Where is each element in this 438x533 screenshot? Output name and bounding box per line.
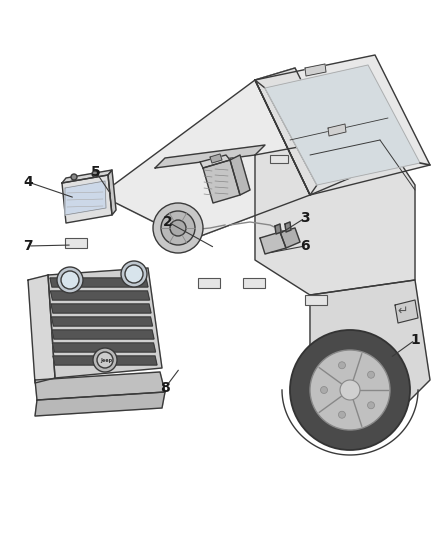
Polygon shape: [200, 155, 230, 168]
FancyBboxPatch shape: [243, 278, 265, 288]
Polygon shape: [203, 160, 240, 203]
Polygon shape: [53, 356, 157, 365]
Text: 1: 1: [410, 333, 420, 347]
Polygon shape: [255, 68, 350, 195]
Polygon shape: [260, 232, 286, 254]
Circle shape: [121, 261, 147, 287]
Polygon shape: [52, 317, 152, 326]
Polygon shape: [305, 64, 326, 76]
Polygon shape: [210, 154, 222, 163]
Text: ↵: ↵: [397, 305, 407, 318]
Polygon shape: [230, 155, 250, 195]
Polygon shape: [280, 228, 300, 248]
Circle shape: [153, 203, 203, 253]
Circle shape: [367, 371, 374, 378]
Text: 8: 8: [160, 381, 170, 395]
Circle shape: [290, 330, 410, 450]
Polygon shape: [62, 170, 112, 183]
Circle shape: [97, 352, 113, 368]
Text: 6: 6: [300, 239, 310, 253]
Polygon shape: [255, 55, 430, 195]
Polygon shape: [50, 291, 149, 300]
Polygon shape: [255, 80, 317, 195]
Polygon shape: [155, 155, 310, 205]
Polygon shape: [310, 280, 430, 420]
Polygon shape: [48, 268, 162, 378]
Text: 3: 3: [300, 211, 310, 225]
Circle shape: [340, 380, 360, 400]
Polygon shape: [155, 145, 265, 168]
Circle shape: [71, 174, 77, 180]
FancyBboxPatch shape: [198, 278, 220, 288]
Polygon shape: [255, 132, 415, 295]
Polygon shape: [50, 278, 148, 287]
Polygon shape: [265, 65, 420, 185]
Polygon shape: [275, 224, 281, 234]
Polygon shape: [65, 181, 106, 215]
FancyBboxPatch shape: [305, 295, 327, 305]
Text: 2: 2: [163, 215, 173, 229]
Circle shape: [161, 211, 195, 245]
Circle shape: [310, 350, 390, 430]
Polygon shape: [35, 392, 165, 416]
Circle shape: [321, 386, 328, 393]
Circle shape: [57, 267, 83, 293]
Circle shape: [170, 220, 186, 236]
Polygon shape: [100, 80, 310, 240]
Polygon shape: [28, 275, 55, 383]
Circle shape: [339, 362, 346, 369]
Text: 7: 7: [23, 239, 33, 253]
Polygon shape: [395, 300, 418, 323]
Polygon shape: [35, 372, 165, 400]
Polygon shape: [100, 155, 310, 240]
Circle shape: [61, 271, 79, 289]
Circle shape: [92, 171, 98, 177]
Polygon shape: [51, 304, 151, 313]
Polygon shape: [53, 343, 155, 352]
Text: 5: 5: [91, 165, 101, 179]
Circle shape: [125, 265, 143, 283]
Circle shape: [93, 348, 117, 372]
Polygon shape: [328, 124, 346, 136]
Circle shape: [339, 411, 346, 418]
Circle shape: [367, 402, 374, 409]
FancyBboxPatch shape: [270, 155, 288, 163]
Text: 4: 4: [23, 175, 33, 189]
Polygon shape: [108, 170, 116, 215]
Polygon shape: [285, 222, 291, 232]
Text: Jeep: Jeep: [100, 358, 112, 363]
Polygon shape: [52, 330, 154, 339]
Polygon shape: [62, 175, 112, 223]
FancyBboxPatch shape: [65, 238, 87, 248]
